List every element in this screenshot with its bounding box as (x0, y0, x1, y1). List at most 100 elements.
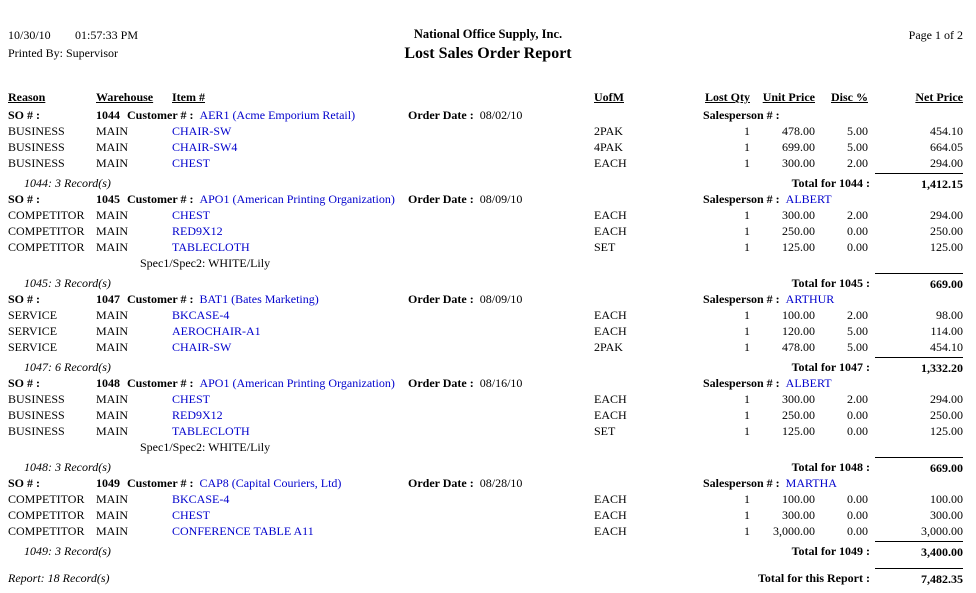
item-link[interactable]: BKCASE-4 (172, 308, 230, 322)
so-number: 1047 (96, 292, 120, 306)
order-summary-row: 1045: 3 Record(s) Total for 1045 : 669.0… (0, 272, 976, 292)
salesperson-link[interactable]: MARTHA (785, 476, 837, 490)
column-header-net-price: Net Price (915, 90, 963, 104)
net-price-cell: 125.00 (930, 424, 963, 438)
order-header-row: SO # : 1045 Customer # : APO1 (American P… (0, 192, 976, 208)
customer-link[interactable]: APO1 (American Printing Organization) (199, 192, 395, 206)
customer-label: Customer # : (127, 376, 194, 390)
customer-link[interactable]: AER1 (Acme Emporium Retail) (199, 108, 356, 122)
order-summary-row: 1044: 3 Record(s) Total for 1044 : 1,412… (0, 172, 976, 192)
warehouse-cell: MAIN (96, 240, 128, 254)
order-summary-row: 1049: 3 Record(s) Total for 1049 : 3,400… (0, 540, 976, 560)
disc-cell: 5.00 (847, 324, 868, 338)
order-total-value: 669.00 (875, 273, 963, 292)
lost-qty-cell: 1 (744, 240, 750, 254)
uofm-cell: 2PAK (594, 340, 623, 354)
lost-qty-cell: 1 (744, 524, 750, 538)
lost-qty-cell: 1 (744, 340, 750, 354)
net-price-cell: 114.00 (930, 324, 963, 338)
order-total-label: Total for 1044 : (791, 176, 870, 190)
order-date-cell: Order Date : 08/16/10 (408, 376, 522, 391)
warehouse-cell: MAIN (96, 508, 128, 522)
report-total-value: 7,482.35 (875, 568, 963, 587)
salesperson-cell: Salesperson # : (703, 108, 786, 123)
item-link[interactable]: TABLECLOTH (172, 240, 250, 254)
customer-cell: Customer # : AER1 (Acme Emporium Retail) (127, 108, 355, 123)
uofm-cell: EACH (594, 156, 627, 170)
salesperson-link[interactable]: ARTHUR (785, 292, 835, 306)
order-record-count: 1044: 3 Record(s) (24, 176, 111, 190)
item-link[interactable]: BKCASE-4 (172, 492, 230, 506)
unit-price-cell: 125.00 (782, 424, 815, 438)
uofm-cell: EACH (594, 408, 627, 422)
warehouse-cell: MAIN (96, 324, 128, 338)
salesperson-link[interactable]: ALBERT (785, 376, 832, 390)
unit-price-cell: 125.00 (782, 240, 815, 254)
item-link[interactable]: CONFERENCE TABLE A11 (172, 524, 314, 538)
item-link[interactable]: AEROCHAIR-A1 (172, 324, 261, 338)
column-header-warehouse: Warehouse (96, 90, 154, 104)
customer-cell: Customer # : APO1 (American Printing Orga… (127, 192, 395, 207)
warehouse-cell: MAIN (96, 308, 128, 322)
item-link[interactable]: RED9X12 (172, 224, 223, 238)
net-price-cell: 125.00 (930, 240, 963, 254)
order-group: SO # : 1048 Customer # : APO1 (American P… (0, 376, 976, 476)
net-price-cell: 454.10 (930, 340, 963, 354)
order-header-row: SO # : 1044 Customer # : AER1 (Acme Empor… (0, 108, 976, 124)
column-header-disc: Disc % (831, 90, 868, 104)
uofm-cell: SET (594, 240, 616, 254)
salesperson-link[interactable]: ALBERT (785, 192, 832, 206)
item-link[interactable]: RED9X12 (172, 408, 223, 422)
item-link[interactable]: CHAIR-SW4 (172, 140, 238, 154)
order-record-count: 1048: 3 Record(s) (24, 460, 111, 474)
report-record-count: Report: 18 Record(s) (8, 571, 110, 585)
item-row: BUSINESS MAIN CHEST EACH 1 300.00 2.00 2… (0, 392, 976, 408)
disc-cell: 0.00 (847, 224, 868, 238)
reason-cell: COMPETITOR (8, 508, 85, 522)
order-header-row: SO # : 1047 Customer # : BAT1 (Bates Mark… (0, 292, 976, 308)
warehouse-cell: MAIN (96, 124, 128, 138)
disc-cell: 0.00 (847, 424, 868, 438)
customer-cell: Customer # : CAP8 (Capital Couriers, Ltd) (127, 476, 341, 491)
customer-link[interactable]: APO1 (American Printing Organization) (199, 376, 395, 390)
unit-price-cell: 250.00 (782, 224, 815, 238)
order-date-label: Order Date : (408, 476, 474, 490)
page-indicator: Page 1 of 2 (908, 28, 963, 42)
salesperson-cell: Salesperson # : ALBERT (703, 192, 832, 207)
customer-link[interactable]: BAT1 (Bates Marketing) (199, 292, 319, 306)
item-link[interactable]: CHEST (172, 208, 211, 222)
order-date-label: Order Date : (408, 292, 474, 306)
item-link[interactable]: CHAIR-SW (172, 124, 232, 138)
net-price-cell: 454.10 (930, 124, 963, 138)
order-summary-row: 1047: 6 Record(s) Total for 1047 : 1,332… (0, 356, 976, 376)
item-row: BUSINESS MAIN TABLECLOTH SET 1 125.00 0.… (0, 424, 976, 440)
order-header-row: SO # : 1048 Customer # : APO1 (American P… (0, 376, 976, 392)
customer-link[interactable]: CAP8 (Capital Couriers, Ltd) (199, 476, 342, 490)
uofm-cell: 4PAK (594, 140, 623, 154)
order-group: SO # : 1049 Customer # : CAP8 (Capital Co… (0, 476, 976, 560)
order-group: SO # : 1047 Customer # : BAT1 (Bates Mark… (0, 292, 976, 376)
order-date-value: 08/16/10 (479, 376, 523, 390)
order-rows: BUSINESS MAIN CHEST EACH 1 300.00 2.00 2… (0, 392, 976, 456)
so-label: SO # : (8, 376, 41, 390)
order-date-value: 08/09/10 (479, 192, 523, 206)
printed-by-label: Printed By: Supervisor (8, 46, 118, 60)
disc-cell: 2.00 (847, 208, 868, 222)
unit-price-cell: 3,000.00 (773, 524, 815, 538)
salesperson-label: Salesperson # : (703, 192, 780, 206)
item-link[interactable]: CHEST (172, 156, 211, 170)
disc-cell: 0.00 (847, 524, 868, 538)
disc-cell: 5.00 (847, 124, 868, 138)
lost-qty-cell: 1 (744, 208, 750, 222)
order-date-cell: Order Date : 08/02/10 (408, 108, 522, 123)
salesperson-label: Salesperson # : (703, 376, 780, 390)
item-link[interactable]: CHAIR-SW (172, 340, 232, 354)
item-link[interactable]: CHEST (172, 392, 211, 406)
spec-row: Spec1/Spec2: WHITE/Lily (0, 440, 976, 456)
order-groups: SO # : 1044 Customer # : AER1 (Acme Empor… (0, 108, 976, 560)
disc-cell: 5.00 (847, 140, 868, 154)
item-link[interactable]: TABLECLOTH (172, 424, 250, 438)
uofm-cell: EACH (594, 392, 627, 406)
disc-cell: 0.00 (847, 492, 868, 506)
item-link[interactable]: CHEST (172, 508, 211, 522)
